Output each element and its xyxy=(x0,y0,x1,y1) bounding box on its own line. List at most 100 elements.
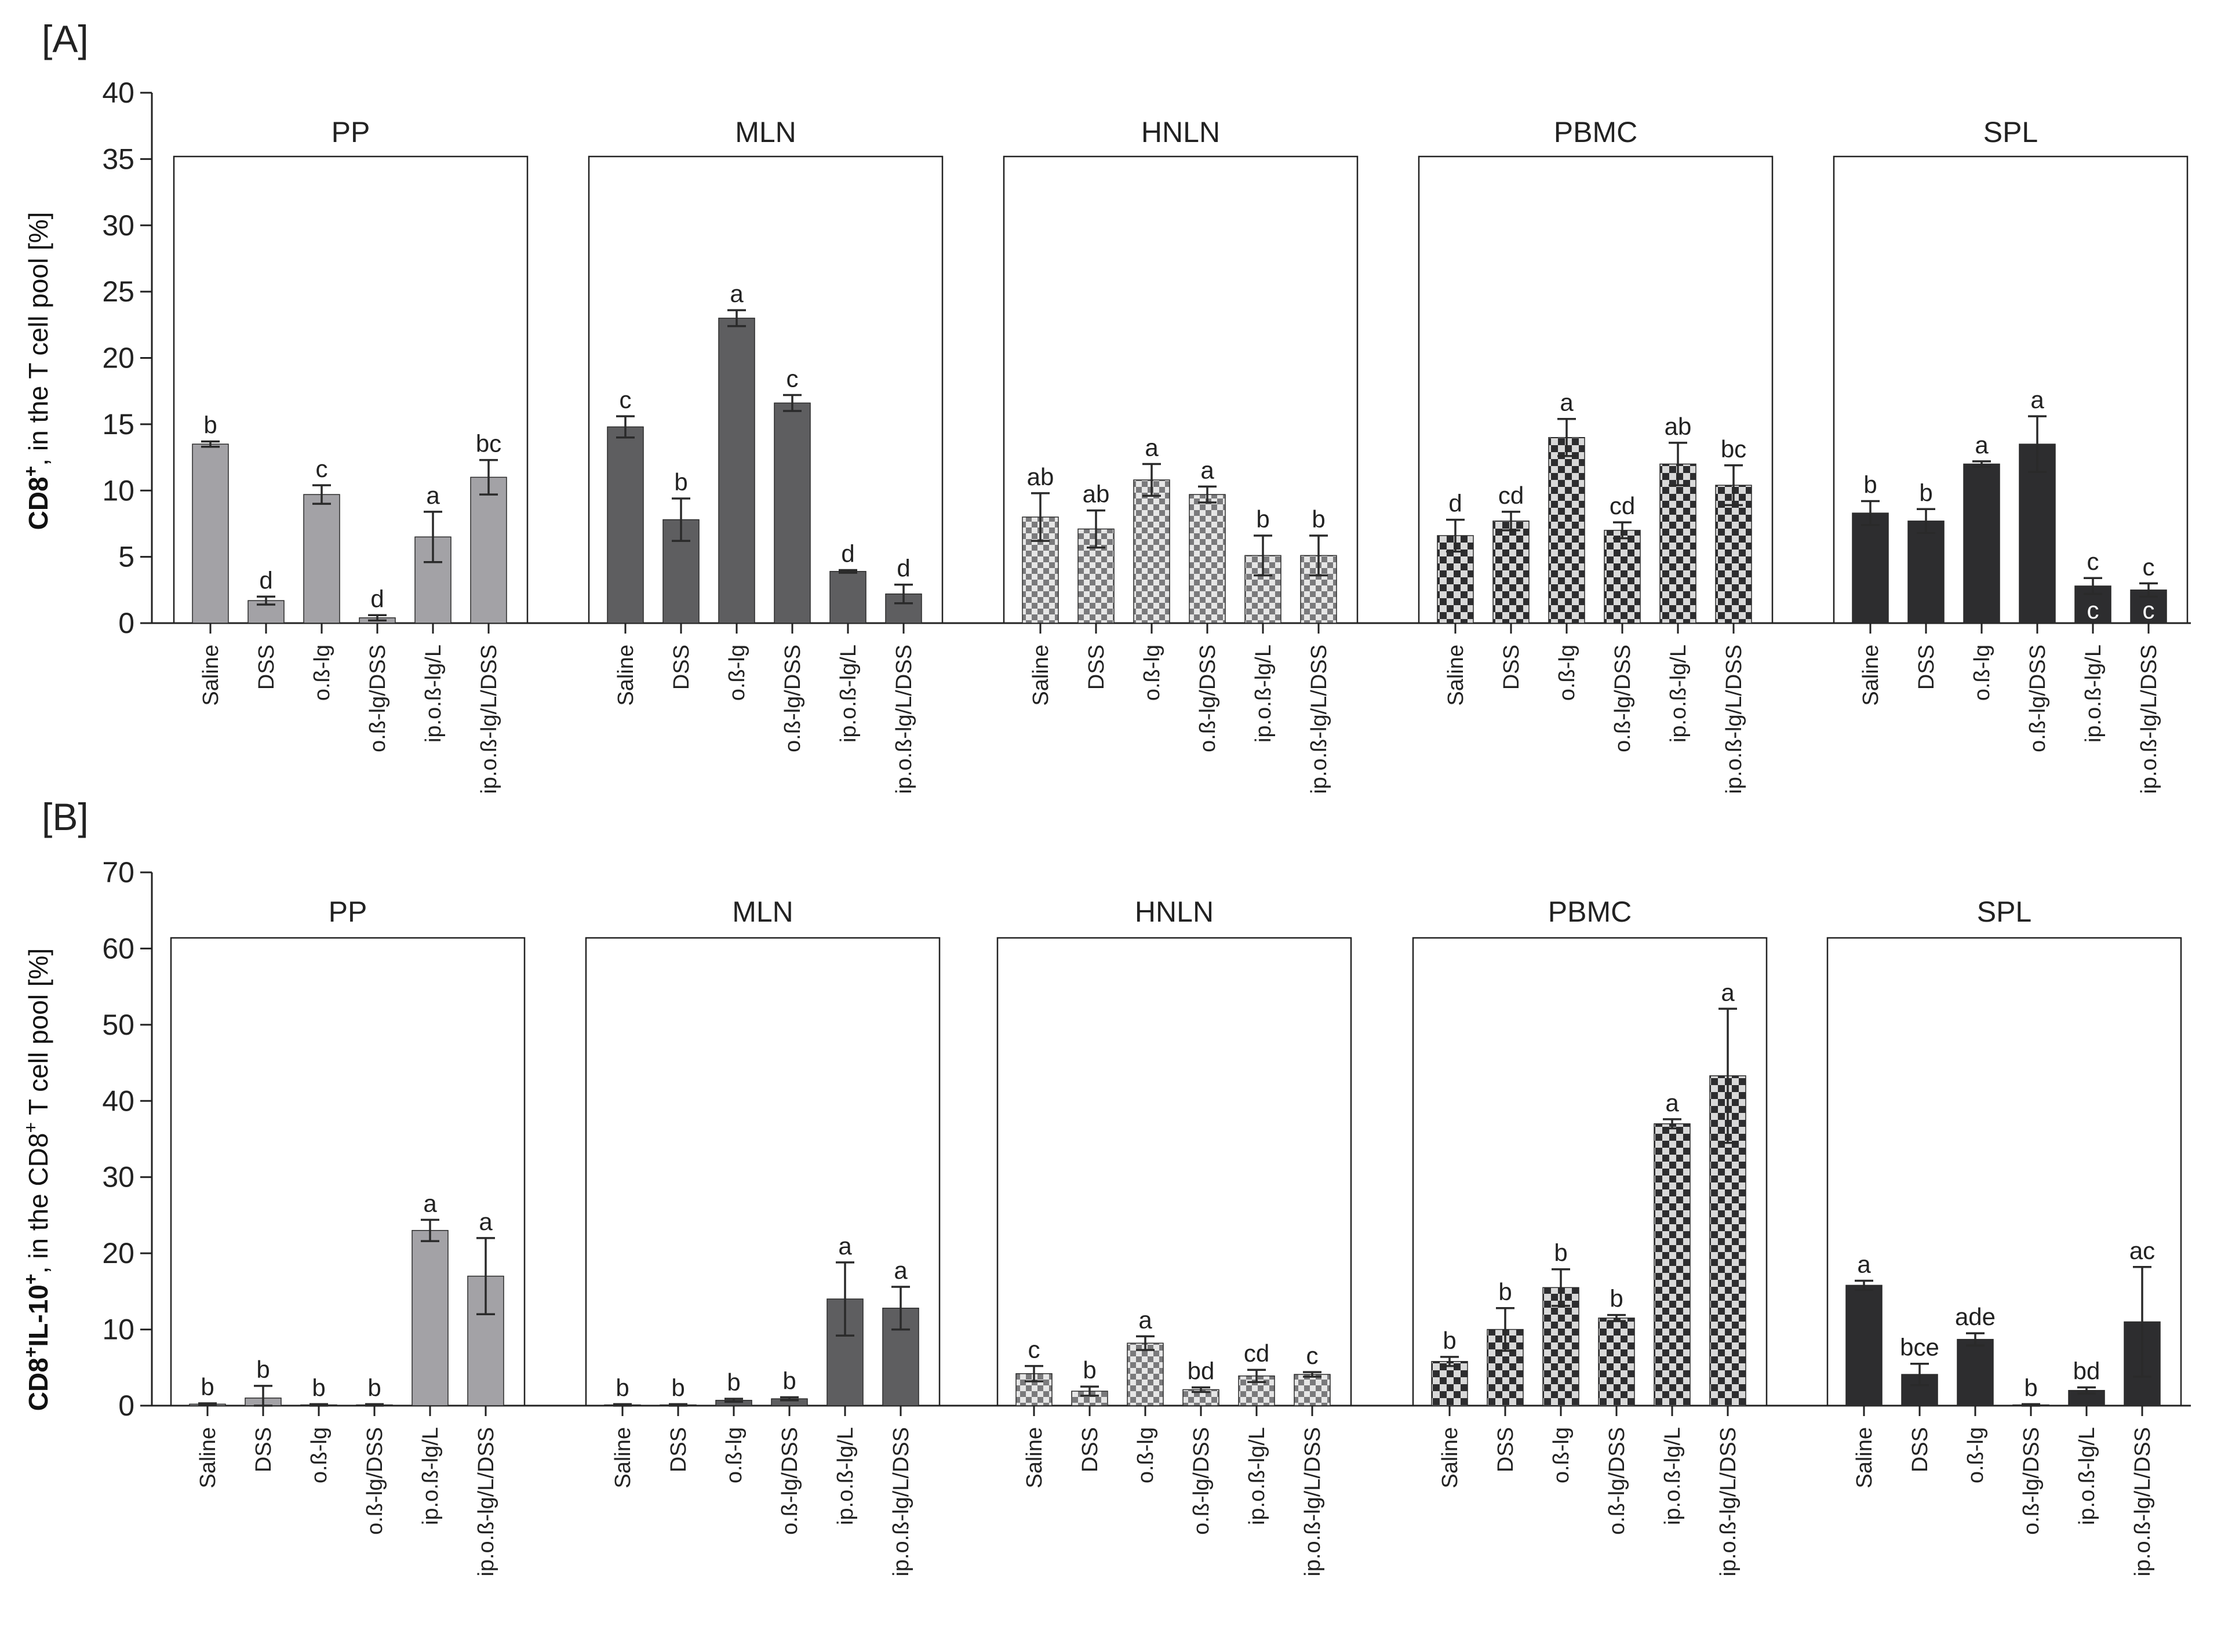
bar-hnln-4 xyxy=(1189,494,1226,624)
group-title-mln: MLN xyxy=(735,116,796,148)
significance-label-pbmc-5: ab xyxy=(1665,413,1692,440)
significance-label-pbmc-4: cd xyxy=(1610,492,1635,519)
panel-a-ylabel-bold: CD8 xyxy=(23,476,53,530)
panel-b-label: [B] xyxy=(42,795,89,838)
significance-label-hnln-4: bd xyxy=(1188,1357,1215,1384)
significance-label-spl-5: c xyxy=(2087,548,2099,575)
category-label-hnln-1: Saline xyxy=(1029,645,1053,706)
bar-hnln-3 xyxy=(1127,1342,1164,1406)
panel-a-y-tick-label: 5 xyxy=(118,541,134,573)
panel-a-label: [A] xyxy=(42,17,89,60)
bar-pp-6 xyxy=(470,476,507,624)
group-box-mln xyxy=(585,937,941,1407)
significance-label-spl-3: ade xyxy=(1955,1303,1996,1330)
bar-spl-1 xyxy=(1845,1285,1883,1406)
category-label-mln-2: DSS xyxy=(667,1427,691,1472)
panel-a-y-tick-label: 40 xyxy=(102,77,134,109)
category-label-pbmc-3: o.ß-lg xyxy=(1555,645,1579,701)
panel-b-y-tick-label: 40 xyxy=(102,1085,134,1117)
category-label-mln-5: ip.o.ß-lg/L xyxy=(833,1427,858,1525)
significance-label-mln-6: a xyxy=(894,1257,908,1284)
significance-label-mln-4: c xyxy=(787,365,799,392)
category-label-mln-2: DSS xyxy=(669,645,694,690)
significance-label-pbmc-6: bc xyxy=(1721,435,1746,463)
bar-pbmc-5 xyxy=(1654,1123,1691,1406)
bar-hnln-4 xyxy=(1182,1389,1219,1406)
inner-label-spl-6: c xyxy=(2143,596,2155,624)
category-label-pp-5: ip.o.ß-lg/L xyxy=(421,645,446,743)
significance-label-hnln-2: b xyxy=(1083,1356,1096,1384)
category-label-mln-1: Saline xyxy=(614,645,638,706)
category-label-pbmc-1: Saline xyxy=(1438,1427,1462,1489)
bar-mln-4 xyxy=(774,402,811,624)
significance-label-hnln-4: a xyxy=(1200,456,1214,483)
category-label-pbmc-6: ip.o.ß-lg/L/DSS xyxy=(1722,645,1746,794)
bar-pbmc-5 xyxy=(1659,463,1696,624)
significance-label-mln-5: a xyxy=(838,1232,852,1260)
bar-spl-3 xyxy=(1957,1338,1994,1406)
group-box-mln xyxy=(588,155,944,624)
category-label-hnln-6: ip.o.ß-lg/L/DSS xyxy=(1301,1427,1325,1577)
category-label-spl-4: o.ß-lg/DSS xyxy=(2019,1427,2044,1535)
panel-a-y-tick-label: 10 xyxy=(102,474,134,507)
significance-label-mln-4: b xyxy=(782,1367,796,1395)
panel-a-y-tick-label: 30 xyxy=(102,209,134,242)
significance-label-mln-3: a xyxy=(730,280,744,307)
bar-pbmc-6 xyxy=(1715,485,1752,624)
panel-a-ylabel-rest: , in the T cell pool [%] xyxy=(23,212,53,466)
significance-label-mln-5: d xyxy=(841,540,854,567)
category-label-mln-5: ip.o.ß-lg/L xyxy=(836,645,861,743)
significance-label-spl-4: b xyxy=(2024,1374,2037,1401)
significance-label-pp-4: d xyxy=(370,585,384,612)
group-title-pbmc: PBMC xyxy=(1548,896,1632,928)
panel-b-y-tick-label: 30 xyxy=(102,1161,134,1193)
significance-label-pbmc-5: a xyxy=(1665,1089,1679,1116)
group-box-pp xyxy=(170,937,526,1407)
significance-label-pp-6: bc xyxy=(476,430,501,457)
panel-a: [A] CD8+, in the T cell pool [%] 0 5 10 15 2… xyxy=(20,17,2191,794)
category-label-pbmc-1: Saline xyxy=(1444,645,1468,706)
panel-a-y-tick-label: 35 xyxy=(102,143,134,175)
category-label-spl-5: ip.o.ß-lg/L xyxy=(2081,645,2106,743)
panel-b-ylabel-sup: + xyxy=(20,1347,41,1358)
significance-label-pbmc-2: cd xyxy=(1498,482,1524,509)
group-box-spl xyxy=(1826,937,2182,1407)
category-label-pp-3: o.ß-lg xyxy=(307,1427,332,1483)
group-title-hnln: HNLN xyxy=(1135,896,1214,928)
significance-label-pbmc-4: b xyxy=(1610,1285,1623,1312)
significance-label-pp-6: a xyxy=(479,1208,493,1235)
significance-label-mln-3: b xyxy=(727,1369,740,1396)
significance-label-pp-3: c xyxy=(316,455,328,482)
panel-b-y-axis-title: CD8+IL-10+, in the CD8+ T cell pool [%] xyxy=(20,948,53,1411)
bar-pbmc-3 xyxy=(1548,437,1585,624)
category-label-spl-2: DSS xyxy=(1914,645,1939,690)
panel-b-ylabel-bold2: IL-10 xyxy=(23,1285,53,1347)
bar-spl-3 xyxy=(1963,463,2000,624)
significance-label-hnln-6: b xyxy=(1312,505,1325,533)
group-title-mln: MLN xyxy=(732,896,793,928)
category-label-pp-3: o.ß-lg xyxy=(310,645,334,701)
group-box-pp xyxy=(173,155,529,624)
category-label-pbmc-2: DSS xyxy=(1494,1427,1518,1472)
significance-label-hnln-5: cd xyxy=(1244,1340,1269,1367)
category-label-hnln-1: Saline xyxy=(1022,1427,1047,1489)
group-title-pbmc: PBMC xyxy=(1554,116,1637,148)
category-label-spl-6: ip.o.ß-lg/L/DSS xyxy=(2137,645,2161,794)
significance-label-spl-2: bce xyxy=(1900,1334,1939,1361)
category-label-hnln-2: DSS xyxy=(1078,1427,1102,1472)
panel-a-y-axis-title: CD8+, in the T cell pool [%] xyxy=(20,212,53,530)
category-label-spl-4: o.ß-lg/DSS xyxy=(2026,645,2050,752)
panel-b-y-tick-label: 60 xyxy=(102,932,134,965)
category-label-spl-6: ip.o.ß-lg/L/DSS xyxy=(2131,1427,2155,1577)
significance-label-pbmc-3: a xyxy=(1560,389,1574,416)
significance-label-pp-5: a xyxy=(423,1189,437,1217)
category-label-pbmc-4: o.ß-lg/DSS xyxy=(1605,1427,1629,1535)
bar-pbmc-1 xyxy=(1431,1361,1468,1406)
panel-b: [B] CD8+IL-10+, in the CD8+ T cell pool … xyxy=(20,795,2191,1577)
category-label-spl-2: DSS xyxy=(1908,1427,1932,1472)
panel-b-ylabel-sup2: + xyxy=(20,1273,41,1285)
group-box-spl xyxy=(1833,155,2189,624)
group-title-spl: SPL xyxy=(1983,116,2038,148)
category-label-mln-4: o.ß-lg/DSS xyxy=(778,1427,802,1535)
category-label-pp-1: Saline xyxy=(199,645,223,706)
